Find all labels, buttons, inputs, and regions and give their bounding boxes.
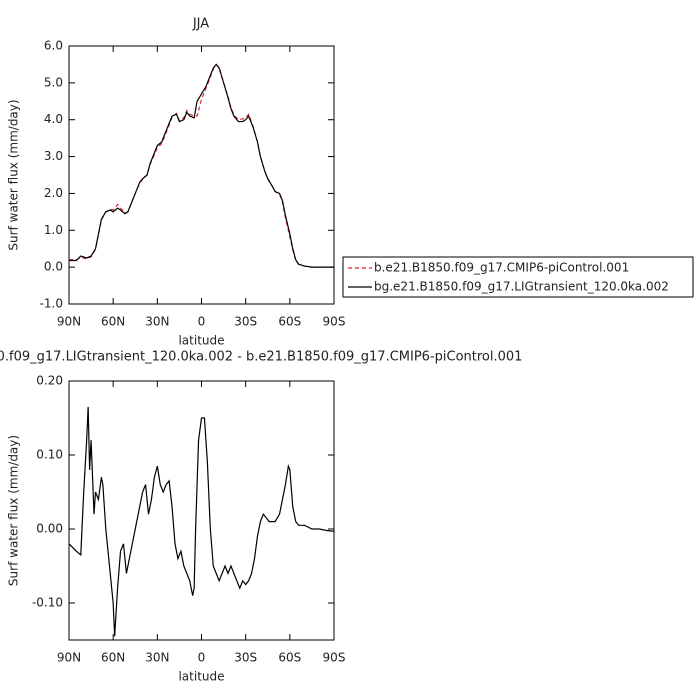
y-tick-label: 1.0 <box>44 223 63 237</box>
x-tick-label: 60S <box>278 651 301 665</box>
x-tick-label: 0 <box>198 651 206 665</box>
x-tick-label: 60S <box>278 315 301 329</box>
data-line <box>68 406 335 637</box>
plot-frame <box>68 45 335 305</box>
x-tick-label: 60N <box>101 651 125 665</box>
legend-label: b.e21.B1850.f09_g17.CMIP6-piControl.001 <box>374 261 629 275</box>
legend-label: bg.e21.B1850.f09_g17.LIGtransient_120.0k… <box>374 280 669 294</box>
legend-box <box>342 256 694 298</box>
y-tick-label: 0.10 <box>36 448 63 462</box>
y-tick-label: 0.0 <box>44 260 63 274</box>
y-tick-label: 4.0 <box>44 112 63 126</box>
y-tick-label: 5.0 <box>44 75 63 89</box>
data-line <box>69 63 334 268</box>
x-tick-label: 30N <box>145 651 169 665</box>
y-tick-label: 0.00 <box>36 522 63 536</box>
y-tick-label: 3.0 <box>44 149 63 163</box>
y-tick-label: 2.0 <box>44 186 63 200</box>
x-tick-label: 30N <box>145 315 169 329</box>
x-tick-label: 0 <box>198 315 206 329</box>
x-tick-label: 90S <box>323 651 346 665</box>
x-axis-label: latitude <box>178 334 224 348</box>
y-tick-label: 0.20 <box>36 374 63 388</box>
x-axis-label: latitude <box>178 670 224 684</box>
data-line <box>69 63 334 268</box>
x-tick-label: 60N <box>101 315 125 329</box>
y-axis-label: Surf water flux (mm/day) <box>7 435 21 586</box>
chart-title: bg.e21.B1850.f09_g17.LIGtransient_120.0k… <box>0 350 522 365</box>
x-tick-label: 90S <box>323 315 346 329</box>
chart-title: JJA <box>192 17 209 32</box>
x-tick-label: 30S <box>234 315 257 329</box>
y-tick-label: -0.10 <box>32 596 63 610</box>
y-tick-label: 6.0 <box>44 39 63 53</box>
x-tick-label: 90N <box>57 315 81 329</box>
x-tick-label: 30S <box>234 651 257 665</box>
x-tick-label: 90N <box>57 651 81 665</box>
y-tick-label: -1.0 <box>40 297 63 311</box>
y-axis-label: Surf water flux (mm/day) <box>7 99 21 250</box>
